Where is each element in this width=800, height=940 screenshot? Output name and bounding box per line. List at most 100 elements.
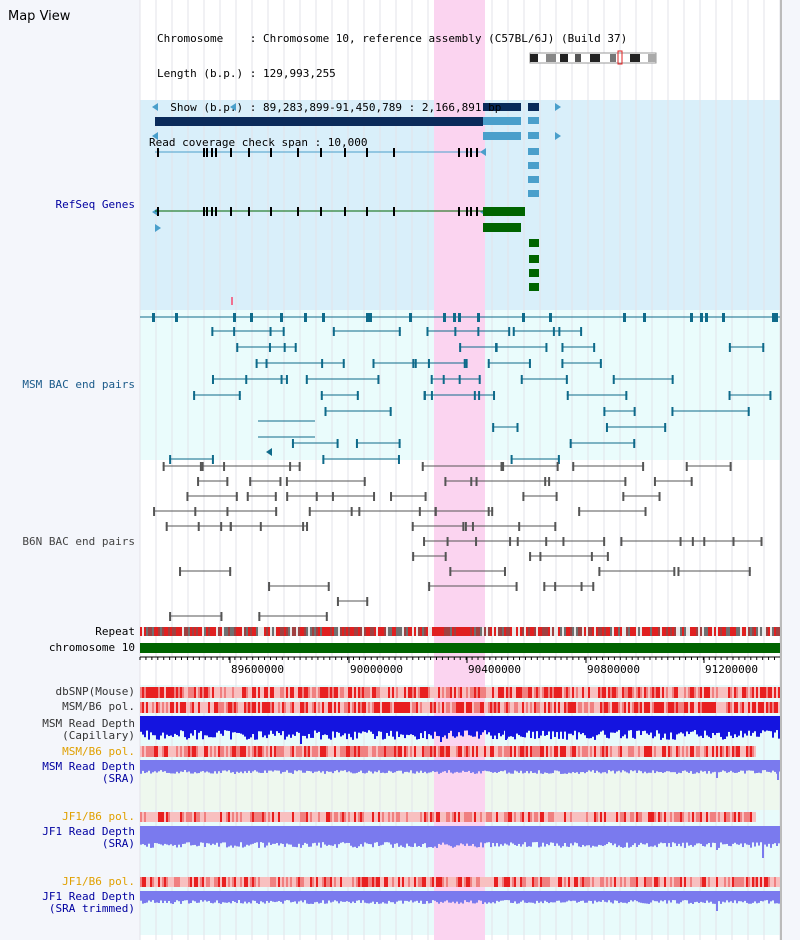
- polymorphism-cell: [258, 812, 260, 822]
- b6n-bac-end: [424, 492, 427, 501]
- polymorphism-cell: [264, 746, 266, 757]
- read-depth-bar: [694, 891, 696, 903]
- polymorphism-cell: [564, 812, 566, 822]
- polymorphism-cell: [332, 702, 334, 713]
- read-depth-bar: [274, 716, 276, 736]
- polymorphism-cell: [552, 812, 554, 822]
- polymorphism-cell: [214, 702, 216, 713]
- read-depth-bar: [758, 760, 760, 773]
- track-label-msm-bac[interactable]: MSM BAC end pairs: [22, 378, 135, 391]
- polymorphism-cell: [178, 687, 180, 698]
- read-depth-bar: [488, 891, 490, 903]
- read-depth-bar: [608, 716, 610, 739]
- polymorphism-cell: [390, 702, 392, 713]
- track-label-msm-b6-pol-1[interactable]: MSM/B6 pol.: [62, 700, 135, 713]
- track-label-jf1-b6-pol-1[interactable]: JF1/B6 pol.: [62, 810, 135, 823]
- repeat-element: [700, 627, 702, 636]
- track-label-msm-read-depth-sra[interactable]: MSM Read Depth (SRA): [0, 761, 135, 785]
- read-depth-bar: [340, 760, 342, 771]
- polymorphism-cell: [662, 877, 664, 887]
- polymorphism-cell: [418, 877, 420, 887]
- track-label-msm-read-depth-capillary[interactable]: MSM Read Depth (Capillary): [0, 718, 135, 742]
- polymorphism-cell: [280, 812, 282, 822]
- track-label-jf1-read-depth-sra[interactable]: JF1 Read Depth (SRA): [0, 826, 135, 850]
- track-label-dbsnp[interactable]: dbSNP(Mouse): [55, 685, 135, 698]
- polymorphism-cell: [354, 687, 356, 698]
- polymorphism-cell: [512, 812, 514, 822]
- msm-bac-end: [409, 313, 412, 322]
- polymorphism-cell: [348, 877, 350, 887]
- read-depth-bar: [376, 716, 378, 737]
- polymorphism-cell: [746, 702, 748, 713]
- read-depth-bar: [736, 716, 738, 738]
- read-depth-bar: [238, 891, 240, 901]
- read-depth-bar: [704, 826, 706, 847]
- track-label-refseq[interactable]: RefSeq Genes: [55, 198, 135, 211]
- polymorphism-cell: [578, 687, 580, 698]
- polymorphism-cell: [742, 746, 744, 757]
- polymorphism-cell: [618, 877, 620, 887]
- repeat-element: [516, 627, 518, 636]
- read-depth-bar: [614, 826, 616, 844]
- polymorphism-cell: [418, 687, 420, 698]
- read-depth-bar: [770, 891, 772, 902]
- polymorphism-cell: [570, 877, 572, 887]
- repeat-element: [190, 627, 192, 636]
- repeat-element: [698, 627, 700, 636]
- polymorphism-cell: [410, 746, 412, 757]
- b6n-bac-end: [412, 552, 415, 561]
- read-depth-bar: [746, 716, 748, 736]
- polymorphism-cell: [254, 877, 256, 887]
- repeat-element: [712, 627, 714, 636]
- read-depth-bar: [654, 716, 656, 737]
- read-depth-bar: [432, 716, 434, 739]
- read-depth-bar: [746, 760, 748, 771]
- refseq-exon: [466, 148, 468, 157]
- read-depth-bar: [342, 716, 344, 736]
- polymorphism-cell: [506, 812, 508, 822]
- polymorphism-cell: [660, 702, 662, 713]
- polymorphism-cell: [720, 812, 722, 822]
- polymorphism-cell: [610, 812, 612, 822]
- read-depth-bar: [684, 716, 686, 737]
- read-depth-bar: [252, 716, 254, 735]
- read-depth-bar: [526, 826, 528, 847]
- polymorphism-cell: [330, 812, 332, 822]
- polymorphism-cell: [432, 812, 434, 822]
- repeat-element: [532, 627, 534, 636]
- read-depth-bar: [604, 891, 606, 902]
- polymorphism-cell: [264, 812, 266, 822]
- track-label-repeat[interactable]: Repeat: [95, 625, 135, 638]
- read-depth-bar: [220, 826, 222, 844]
- read-depth-bar: [372, 760, 374, 774]
- polymorphism-cell: [246, 687, 248, 698]
- track-label-chromosome[interactable]: chromosome 10: [48, 641, 135, 654]
- read-depth-bar: [372, 716, 374, 734]
- refseq-gene: [529, 283, 539, 291]
- polymorphism-cell: [456, 746, 458, 757]
- read-depth-bar: [720, 891, 722, 904]
- polymorphism-cell: [540, 687, 542, 698]
- polymorphism-cell: [330, 687, 332, 698]
- read-depth-bar: [668, 760, 670, 772]
- polymorphism-cell: [152, 687, 154, 698]
- repeat-element: [546, 627, 548, 636]
- track-label-b6n-bac[interactable]: B6N BAC end pairs: [22, 535, 135, 548]
- repeat-element: [264, 627, 266, 636]
- track-label-jf1-b6-pol-2[interactable]: JF1/B6 pol.: [62, 875, 135, 888]
- polymorphism-cell: [186, 687, 188, 698]
- track-label-msm-b6-pol-2[interactable]: MSM/B6 pol.: [62, 745, 135, 758]
- track-label-jf1-read-depth-trimmed[interactable]: JF1 Read Depth (SRA trimmed): [0, 891, 135, 915]
- polymorphism-cell: [422, 877, 424, 887]
- read-depth-bar: [184, 760, 186, 771]
- read-depth-bar: [424, 716, 426, 732]
- repeat-element: [206, 627, 208, 636]
- polymorphism-cell: [156, 877, 158, 887]
- polymorphism-cell: [424, 877, 426, 887]
- read-depth-bar: [774, 760, 776, 772]
- polymorphism-cell: [572, 877, 574, 887]
- read-depth-bar: [404, 716, 406, 739]
- repeat-element: [672, 627, 674, 636]
- read-depth-bar: [504, 826, 506, 844]
